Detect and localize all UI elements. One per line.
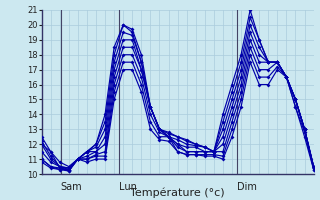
Text: Lun: Lun <box>119 182 137 192</box>
Text: Température (°c): Température (°c) <box>130 188 225 198</box>
Text: Dim: Dim <box>237 182 257 192</box>
Text: Sam: Sam <box>61 182 82 192</box>
